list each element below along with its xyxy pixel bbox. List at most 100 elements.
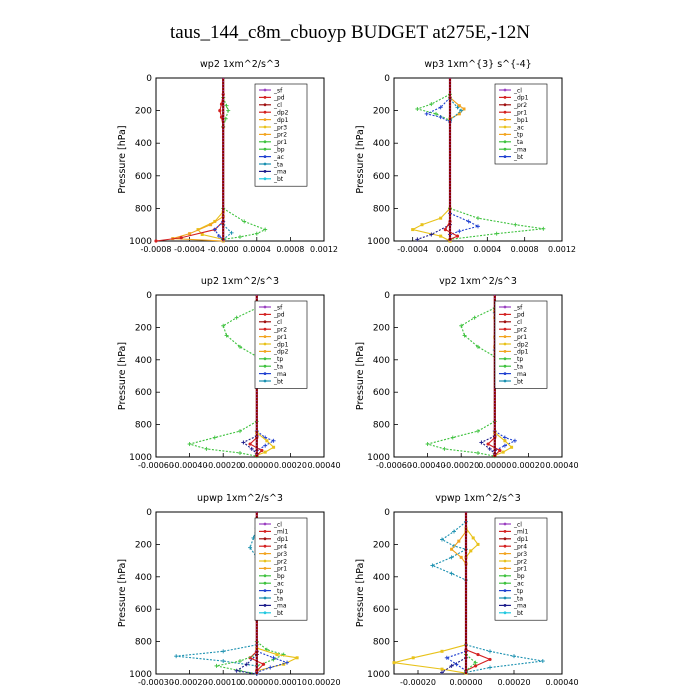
y-tick-label: 1000 [129,670,152,680]
y-tick-label: 800 [373,421,390,431]
legend-label: _tp [273,356,283,363]
legend-label: _cl [273,521,282,528]
legend-label: _pr2 [513,327,527,334]
x-tick-label: -0.00040 [172,461,208,470]
legend-label: _ta [273,595,283,602]
legend-marker [263,567,267,570]
legend-label: _ma [273,169,287,176]
data-point [474,664,478,668]
legend-label: _dp1 [513,536,529,543]
legend-marker [263,544,267,548]
legend-marker [263,88,267,92]
y-tick-label: 1000 [129,453,152,463]
legend-label: _cl [513,319,522,326]
legend-marker [503,596,507,600]
series-line [214,221,224,240]
legend-marker [263,581,267,585]
x-tick-label: -0.00030 [138,678,174,687]
legend-marker [263,596,267,600]
plot-frame [393,77,563,242]
data-point [503,439,507,443]
legend-label: _pr1 [273,139,287,146]
legend-marker [263,110,267,114]
legend-label: _pr2 [513,558,527,565]
x-tick-label: 0.00040 [307,461,340,470]
x-tick-label: 0.0004 [243,245,271,254]
series-line [480,435,496,455]
legend-label: _tp [513,356,523,363]
data-point [476,542,480,546]
y-tick-label: 0 [384,291,390,301]
legend-marker [263,574,267,578]
legend-marker [263,305,267,309]
legend-marker [503,581,507,585]
legend-label: _bp [273,573,285,580]
y-axis-label: Pressure [hPa] [355,125,366,193]
legend-label: _dp2 [273,110,289,117]
legend-marker [503,522,507,526]
legend-marker [503,574,507,578]
legend-label: _bt [273,176,284,183]
x-tick-label: -0.00020 [205,461,241,470]
data-point [179,236,183,240]
legend-label: _pr1 [513,566,527,573]
y-tick-label: 800 [373,204,390,214]
legend-label: _pd [273,312,285,319]
data-point [439,234,443,238]
data-point [462,107,466,111]
series-line [445,650,467,672]
legend-marker [503,320,507,324]
y-tick-label: 200 [373,107,390,117]
legend-marker [263,170,267,173]
panel-title: wp3 1xm^{3} s^{-4} [424,59,531,70]
legend-box [254,517,308,621]
legend-marker [263,530,267,533]
legend-marker [503,537,507,541]
legend-marker [503,110,507,114]
legend-marker [263,335,267,338]
y-tick-label: 0 [384,508,390,518]
legend-marker [503,544,507,548]
legend-label: _tp [273,588,283,595]
y-tick-label: 600 [135,172,152,182]
x-tick-label: 0.0012 [548,245,576,254]
series-line [465,654,477,672]
legend-label: _pr1 [273,566,287,573]
legend-marker [503,611,507,615]
x-tick-label: 0.0004 [473,245,501,254]
legend-label: _ac [273,154,284,161]
series-line [256,430,275,451]
legend-marker [263,177,267,181]
y-tick-label: 600 [135,388,152,398]
plot-frame [393,511,563,675]
y-tick-label: 600 [135,605,152,615]
x-tick-label: 0.00020 [497,678,530,687]
panel-title: up2 1xm^2/s^3 [201,276,279,287]
legend-marker [503,327,507,331]
legend-label: _pr3 [273,124,287,131]
y-tick-label: 600 [373,388,390,398]
legend-label: _ta [513,139,523,146]
y-tick-label: 200 [135,323,152,333]
x-tick-label: -0.0004 [174,245,205,254]
y-axis-label: Pressure [hPa] [117,342,128,410]
legend-label: _pr4 [273,544,287,551]
x-tick-label: -0.00060 [376,461,412,470]
x-tick-label: 0.0012 [310,245,338,254]
data-point [265,439,269,443]
data-point [469,549,473,553]
y-axis-label: Pressure [hPa] [117,125,128,193]
legend-label: _pr2 [273,327,287,334]
series-line [430,521,468,581]
data-point [459,555,463,559]
series-line [449,207,544,240]
data-point [498,448,502,453]
legend-label: _pr1 [513,334,527,341]
y-tick-label: 200 [373,323,390,333]
legend-marker [263,133,267,136]
data-point [248,442,252,446]
legend-label: _ma [513,603,527,610]
legend-marker [503,342,507,346]
series-line [425,420,496,457]
y-tick-label: 200 [135,107,152,117]
